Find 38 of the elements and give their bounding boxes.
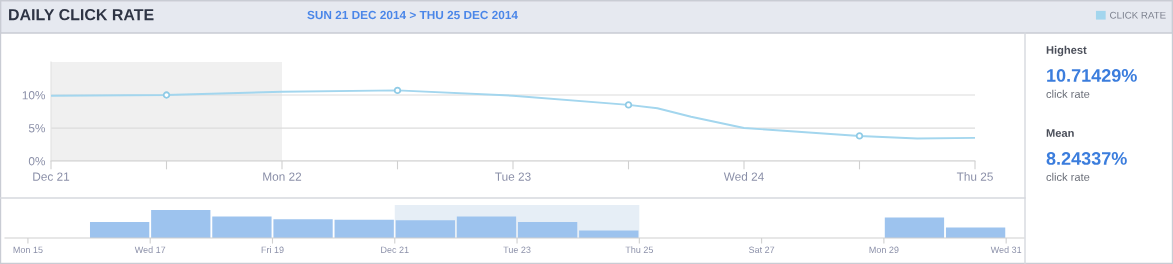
x-tick-label: Thu 25 — [956, 172, 993, 181]
bar — [884, 217, 945, 238]
x-tick-label: Dec 21 — [381, 246, 409, 253]
x-tick-label: Wed 24 — [723, 172, 764, 181]
text: 8.24337% — [1046, 152, 1127, 165]
bar — [334, 219, 394, 238]
text: click rate — [1046, 89, 1090, 98]
x-tick-label: Tue 23 — [503, 246, 531, 253]
point — [393, 86, 402, 95]
x-tick-label: Dec 21 — [33, 172, 70, 181]
bar — [517, 222, 578, 238]
point — [624, 101, 633, 109]
y-tick-label: 0% — [28, 157, 46, 166]
legend-label: CLICK RATE — [1110, 11, 1166, 19]
x-tick-label: Mon 29 — [869, 246, 899, 253]
x-tick-label: Thu 25 — [625, 246, 653, 253]
text: 10.71429% — [1047, 69, 1137, 82]
point — [855, 132, 864, 140]
x-tick-label: Mon 22 — [263, 172, 302, 181]
bar — [89, 222, 150, 238]
x-tick-label: Wed 17 — [134, 246, 166, 253]
point — [162, 91, 171, 99]
x-tick-label: Sat 27 — [748, 246, 775, 253]
text: click rate — [1046, 172, 1090, 181]
x-tick-label: Fri 19 — [261, 246, 284, 253]
y-tick-label: 10% — [22, 91, 46, 100]
bar — [395, 220, 455, 238]
text: Highest — [1046, 45, 1087, 57]
bar — [456, 216, 517, 238]
x-tick-label: Mon 15 — [13, 246, 43, 253]
x-tick-label: Tue 23 — [495, 172, 531, 181]
bar — [579, 230, 639, 238]
chart-subtitle: SUN 21 DEC 2014 > THU 25 DEC 2014 — [307, 10, 518, 20]
x-tick-label: Wed 31 — [990, 246, 1022, 253]
bar — [151, 209, 211, 238]
y-tick-label: 5% — [28, 124, 46, 133]
text: Mean — [1046, 129, 1074, 137]
chart-title: DAILY CLICK RATE — [9, 8, 154, 21]
